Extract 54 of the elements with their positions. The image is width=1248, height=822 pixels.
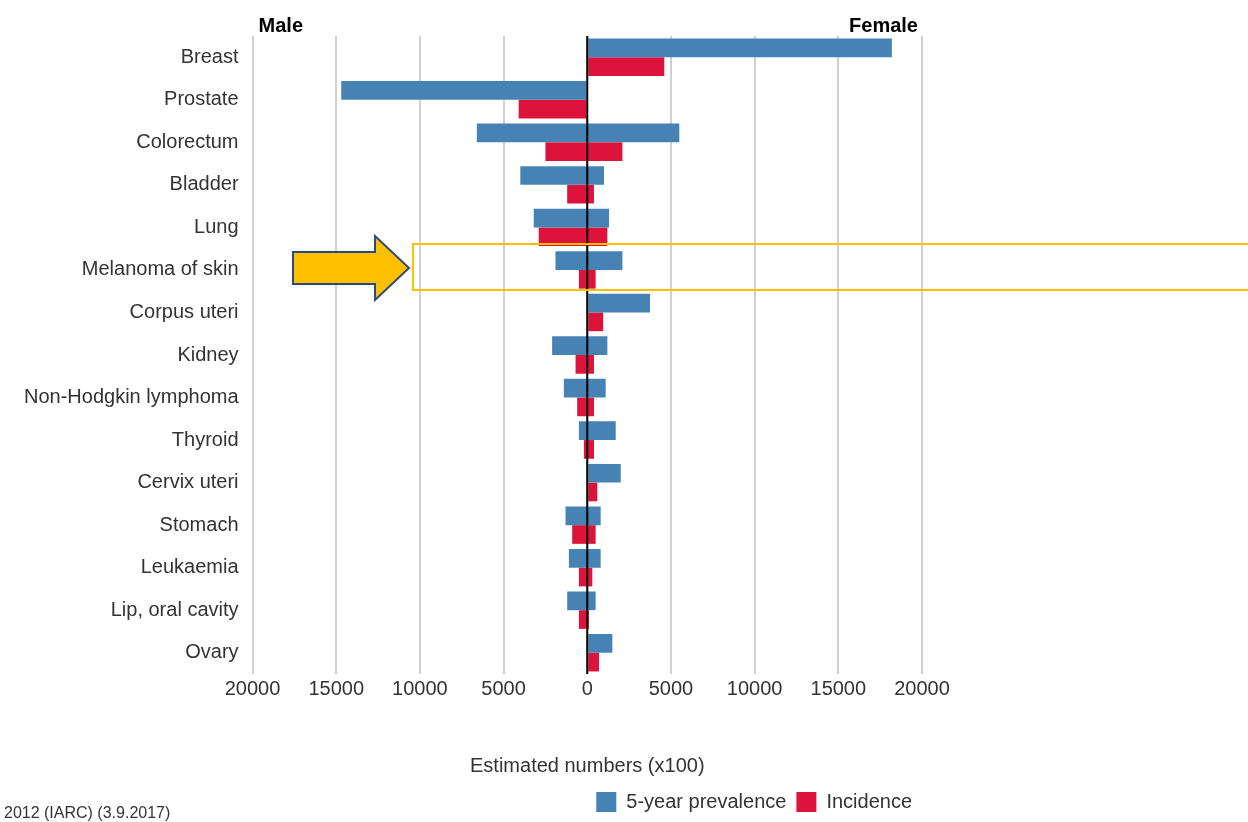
y-tick-label: Stomach: [159, 512, 239, 535]
bar: [520, 166, 605, 185]
bar: [341, 81, 587, 100]
bar: [565, 506, 601, 526]
x-tick-label: 15000: [810, 676, 867, 699]
y-tick-label: Lung: [194, 214, 239, 237]
y-tick-label: Cervix uteri: [137, 470, 239, 493]
bar: [588, 312, 604, 332]
bar: [588, 293, 651, 313]
bar: [567, 184, 594, 204]
y-tick-label: Prostate: [164, 87, 239, 110]
y-tick-label: Lip, oral cavity: [110, 597, 239, 620]
bar: [588, 463, 621, 483]
text: Male: [258, 13, 304, 36]
bar: [568, 548, 601, 568]
x-tick-label: 0: [581, 676, 593, 699]
bar: [545, 142, 623, 162]
y-tick-label: Colorectum: [136, 129, 239, 152]
x-tick-label: 10000: [726, 676, 783, 699]
bar: [578, 269, 596, 289]
y-tick-label: Thyroid: [171, 427, 239, 450]
bar: [588, 652, 599, 672]
y-tick-label: Kidney: [177, 342, 239, 365]
bar: [563, 378, 606, 398]
x-tick-label: 20000: [224, 676, 281, 699]
text: 2012 (IARC) (3.9.2017): [4, 804, 171, 822]
x-tick-label: 5000: [648, 676, 694, 699]
bar: [552, 336, 608, 355]
bar: [567, 591, 596, 611]
bar: [518, 99, 587, 119]
legend-label: Incidence: [826, 789, 913, 812]
y-tick-label: Melanoma of skin: [81, 257, 239, 280]
x-tick-label: 15000: [308, 676, 365, 699]
bar: [588, 482, 598, 502]
bar: [533, 208, 610, 228]
bar: [555, 251, 623, 270]
x-tick-label: 20000: [894, 676, 950, 699]
y-tick-label: Leukaemia: [140, 555, 240, 578]
y-tick-label: Ovary: [185, 640, 239, 663]
x-axis-title: Estimated numbers (x100): [470, 753, 705, 776]
bar: [588, 38, 892, 58]
bar: [572, 525, 596, 544]
y-tick-label: Non-Hodgkin lymphoma: [23, 385, 240, 408]
y-tick-label: Corpus uteri: [129, 299, 239, 322]
x-tick-label: 10000: [392, 676, 448, 699]
text: Female: [849, 13, 918, 36]
y-tick-label: Bladder: [169, 172, 239, 195]
bar: [476, 123, 680, 143]
y-tick-label: Breast: [180, 44, 239, 67]
x-tick-label: 5000: [481, 676, 526, 699]
legend-label: 5-year prevalence: [626, 789, 787, 812]
bar: [578, 421, 616, 441]
bar: [588, 634, 613, 653]
bar: [588, 57, 665, 76]
